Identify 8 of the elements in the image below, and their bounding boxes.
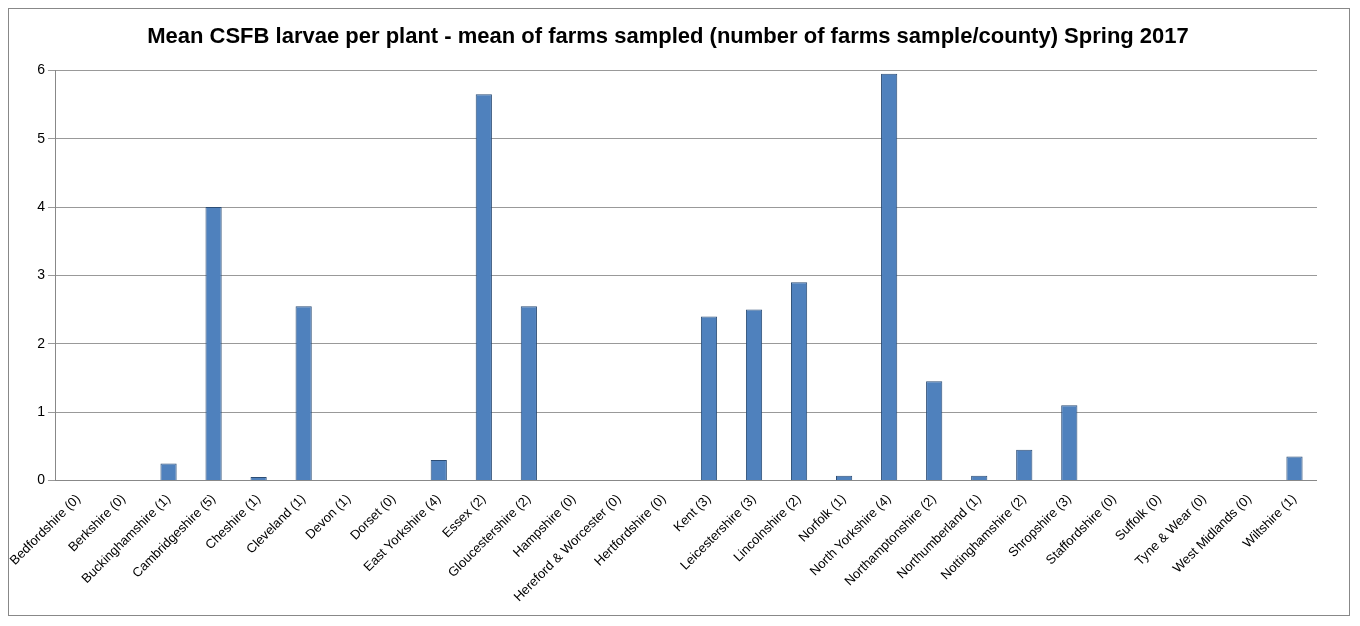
y-tick-label: 2 [37,334,46,351]
y-tick-label: 6 [37,61,46,78]
chart-title: Mean CSFB larvae per plant - mean of farms sampled (number of farms sample/county) Spring 2017 [147,23,1189,49]
y-tick-label: 1 [37,402,46,419]
y-tick-label: 4 [37,197,46,214]
y-tick-label: 3 [37,266,46,283]
y-tick-label: 0 [37,471,46,488]
y-tick-label: 5 [37,129,46,146]
